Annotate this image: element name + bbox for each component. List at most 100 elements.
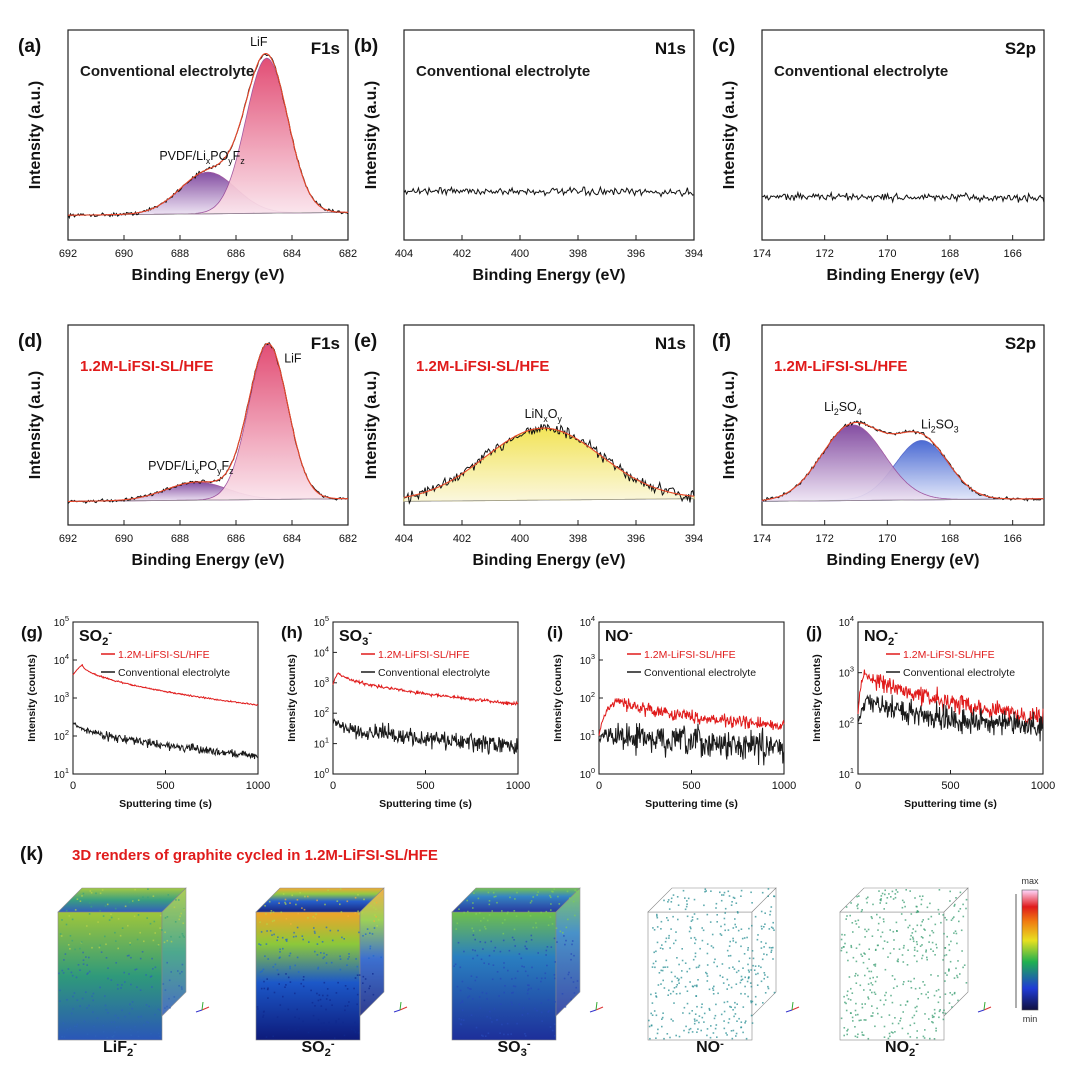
- voxel: [107, 967, 109, 969]
- voxel: [688, 1028, 691, 1031]
- voxel: [553, 937, 556, 940]
- voxel: [855, 972, 857, 975]
- voxel: [655, 995, 657, 997]
- voxel: [846, 994, 848, 997]
- voxel: [857, 1033, 859, 1036]
- voxel: [279, 948, 281, 951]
- voxel: [92, 992, 95, 995]
- voxel: [348, 953, 350, 955]
- voxel: [507, 911, 509, 914]
- voxel: [293, 931, 295, 934]
- voxel: [570, 953, 573, 955]
- voxel: [910, 934, 912, 937]
- voxel: [278, 983, 280, 985]
- voxel: [683, 1029, 685, 1032]
- voxel: [503, 991, 505, 994]
- voxel: [66, 1028, 69, 1031]
- voxel: [849, 999, 852, 1001]
- voxel: [902, 961, 905, 963]
- voxel: [101, 889, 104, 891]
- voxel: [270, 910, 273, 912]
- voxel: [74, 1025, 76, 1028]
- renders-title: 3D renders of graphite cycled in 1.2M-Li…: [72, 847, 438, 864]
- voxel: [910, 987, 913, 989]
- voxel: [840, 949, 843, 952]
- voxel: [362, 982, 364, 984]
- voxel: [513, 910, 516, 912]
- x-axis-label: Sputtering time (s): [119, 798, 212, 810]
- voxel: [954, 930, 957, 932]
- cube-face-side: [555, 887, 581, 1017]
- voxel: [484, 941, 487, 944]
- voxel: [530, 934, 533, 937]
- voxel: [554, 961, 556, 963]
- voxel: [886, 897, 889, 899]
- voxel: [951, 993, 954, 996]
- voxel: [686, 970, 688, 973]
- voxel: [179, 915, 181, 918]
- voxel: [846, 990, 849, 993]
- voxel: [935, 1027, 937, 1030]
- voxel: [311, 1001, 314, 1004]
- voxel: [906, 964, 909, 966]
- voxel: [271, 934, 273, 936]
- voxel: [289, 965, 291, 968]
- peak-label: LiNxOy: [525, 407, 563, 424]
- voxel: [489, 1017, 492, 1019]
- voxel: [66, 999, 68, 1001]
- voxel: [710, 890, 712, 892]
- axis-triad-z: [195, 1009, 203, 1013]
- voxel: [64, 953, 67, 955]
- voxel: [937, 988, 940, 991]
- voxel: [854, 1009, 857, 1012]
- voxel: [527, 974, 529, 977]
- voxel: [76, 1023, 79, 1026]
- voxel: [549, 1026, 552, 1028]
- x-axis-label: Sputtering time (s): [379, 798, 472, 810]
- voxel: [512, 985, 515, 987]
- cube-face-front: [647, 911, 753, 1041]
- voxel: [467, 910, 469, 913]
- voxel: [663, 1037, 665, 1040]
- voxel: [930, 915, 933, 918]
- voxel: [527, 984, 529, 986]
- x-tick-label: 684: [283, 533, 301, 545]
- voxel: [488, 914, 491, 916]
- voxel: [302, 979, 305, 981]
- voxel: [915, 911, 918, 914]
- voxel: [685, 905, 688, 908]
- voxel: [937, 908, 940, 911]
- peak-fill-linxoy: [403, 427, 695, 502]
- voxel: [59, 989, 61, 992]
- voxel: [277, 973, 280, 976]
- voxel: [740, 992, 742, 995]
- voxel: [461, 980, 464, 983]
- voxel: [288, 1028, 290, 1031]
- voxel: [364, 933, 367, 935]
- voxel: [297, 1028, 299, 1030]
- voxel: [902, 983, 904, 986]
- voxel: [68, 915, 71, 917]
- voxel: [181, 933, 184, 935]
- voxel: [934, 1012, 936, 1015]
- voxel: [674, 975, 676, 978]
- voxel: [856, 905, 858, 907]
- element-label: N1s: [655, 39, 686, 58]
- voxel: [95, 892, 97, 895]
- voxel: [756, 938, 759, 941]
- plot-frame: [761, 324, 1045, 526]
- voxel: [550, 909, 552, 911]
- voxel: [747, 969, 750, 971]
- voxel: [513, 939, 515, 941]
- voxel: [178, 918, 180, 921]
- voxel: [141, 951, 144, 953]
- voxel: [362, 935, 364, 937]
- voxel: [701, 1016, 704, 1019]
- voxel: [696, 985, 698, 988]
- voxel: [760, 925, 763, 928]
- voxel: [134, 968, 136, 971]
- voxel: [706, 1034, 708, 1037]
